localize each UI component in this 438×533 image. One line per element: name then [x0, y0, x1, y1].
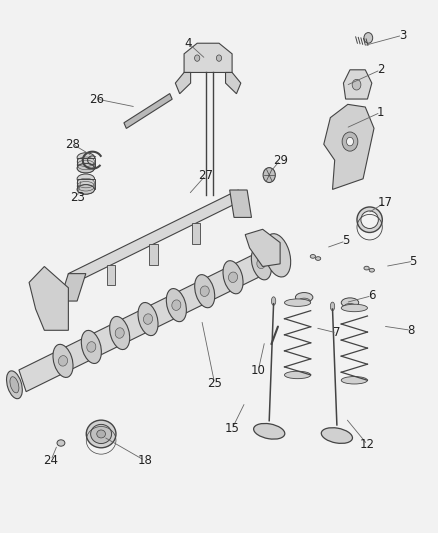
Ellipse shape	[7, 371, 22, 399]
Ellipse shape	[57, 440, 65, 446]
Text: 15: 15	[225, 422, 240, 435]
Polygon shape	[149, 244, 158, 264]
Ellipse shape	[10, 377, 19, 393]
Ellipse shape	[341, 298, 359, 308]
Ellipse shape	[315, 257, 321, 261]
Ellipse shape	[77, 164, 95, 173]
Ellipse shape	[295, 293, 313, 302]
Ellipse shape	[229, 272, 237, 282]
Ellipse shape	[86, 420, 116, 448]
Text: 7: 7	[333, 326, 341, 340]
Text: 12: 12	[360, 438, 375, 451]
Ellipse shape	[341, 304, 367, 312]
Polygon shape	[29, 266, 68, 330]
Ellipse shape	[364, 266, 369, 270]
Polygon shape	[19, 246, 277, 392]
Ellipse shape	[330, 302, 335, 311]
Ellipse shape	[361, 211, 378, 229]
Polygon shape	[175, 72, 191, 94]
Ellipse shape	[138, 303, 158, 336]
Text: 27: 27	[198, 168, 213, 182]
Text: 2: 2	[377, 63, 384, 76]
Ellipse shape	[321, 427, 353, 443]
Ellipse shape	[144, 314, 152, 324]
Ellipse shape	[310, 255, 315, 259]
Ellipse shape	[172, 300, 181, 310]
Text: 6: 6	[368, 289, 375, 302]
Polygon shape	[60, 273, 86, 301]
Text: 24: 24	[43, 454, 58, 467]
Text: 28: 28	[65, 138, 80, 151]
Ellipse shape	[357, 207, 382, 232]
Ellipse shape	[344, 303, 356, 310]
Ellipse shape	[77, 153, 95, 163]
Text: 5: 5	[410, 255, 417, 268]
Text: 18: 18	[138, 454, 152, 467]
Ellipse shape	[369, 268, 374, 272]
Ellipse shape	[254, 423, 285, 439]
Polygon shape	[343, 70, 372, 99]
Polygon shape	[124, 94, 172, 128]
Text: 4: 4	[185, 37, 192, 50]
Circle shape	[263, 167, 276, 182]
Text: 8: 8	[407, 324, 415, 337]
Ellipse shape	[58, 356, 67, 366]
Text: 17: 17	[378, 196, 392, 209]
Text: 3: 3	[399, 29, 406, 42]
Ellipse shape	[77, 174, 95, 183]
Text: 26: 26	[89, 93, 104, 106]
Polygon shape	[184, 43, 232, 72]
Ellipse shape	[272, 297, 276, 305]
Ellipse shape	[81, 330, 101, 364]
Circle shape	[342, 132, 358, 151]
Circle shape	[364, 33, 373, 43]
Text: 25: 25	[207, 377, 222, 390]
Ellipse shape	[251, 247, 272, 280]
Ellipse shape	[285, 371, 311, 378]
Polygon shape	[77, 179, 95, 189]
Polygon shape	[191, 223, 200, 244]
Circle shape	[352, 79, 361, 90]
Polygon shape	[324, 104, 374, 189]
Ellipse shape	[194, 274, 215, 308]
Ellipse shape	[200, 286, 209, 296]
Text: 1: 1	[377, 106, 384, 119]
Ellipse shape	[110, 317, 130, 350]
Polygon shape	[77, 158, 95, 168]
Polygon shape	[226, 72, 241, 94]
Text: 23: 23	[70, 191, 85, 204]
Text: 5: 5	[342, 235, 349, 247]
Polygon shape	[68, 190, 238, 286]
Circle shape	[194, 55, 200, 61]
Ellipse shape	[77, 184, 95, 194]
Ellipse shape	[53, 344, 73, 377]
Ellipse shape	[97, 430, 106, 438]
Polygon shape	[245, 229, 280, 266]
Polygon shape	[106, 265, 115, 286]
Ellipse shape	[298, 298, 310, 305]
Ellipse shape	[91, 424, 112, 443]
Ellipse shape	[341, 376, 367, 384]
Ellipse shape	[285, 299, 311, 306]
Ellipse shape	[257, 258, 266, 269]
Polygon shape	[230, 190, 251, 217]
Ellipse shape	[166, 288, 187, 322]
Ellipse shape	[223, 261, 243, 294]
Ellipse shape	[87, 342, 96, 352]
Ellipse shape	[265, 233, 291, 277]
Circle shape	[346, 138, 353, 146]
Ellipse shape	[115, 328, 124, 338]
Circle shape	[216, 55, 222, 61]
Text: 29: 29	[272, 154, 288, 167]
Text: 10: 10	[251, 364, 266, 377]
